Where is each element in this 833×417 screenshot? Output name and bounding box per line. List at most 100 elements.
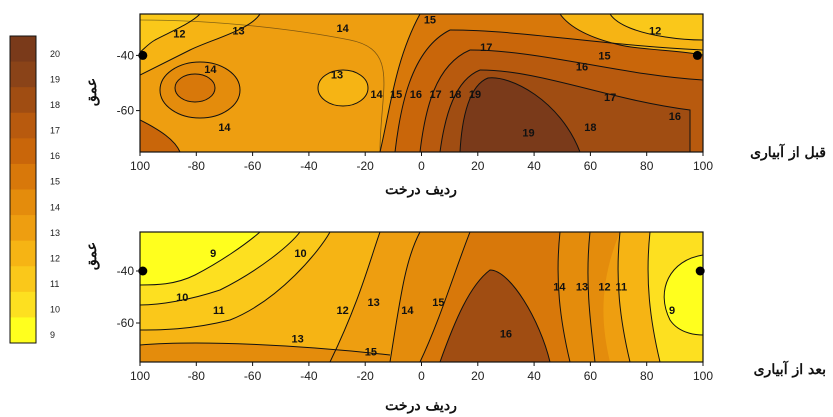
contour-label: 12: [598, 282, 610, 294]
fill-level-9-zone: [140, 232, 260, 285]
y-tick-label: -40: [117, 264, 135, 278]
colorbar-tick-label: 18: [50, 100, 60, 110]
contour-label: 11: [616, 282, 628, 294]
contour-label: 13: [331, 70, 343, 82]
contour-label: 9: [210, 248, 216, 260]
contour-line: [317, 69, 369, 107]
contour-line: [389, 232, 421, 362]
contour-label: 16: [410, 89, 422, 101]
colorbar-tick-label: 14: [50, 202, 60, 212]
contour-label: 16: [669, 111, 681, 123]
x-tick-label: -60: [244, 159, 262, 173]
contour-label: 17: [480, 42, 492, 54]
colorbar-tick-label: 10: [50, 305, 60, 315]
contour-line: [663, 254, 703, 336]
contour-label: 16: [500, 328, 512, 340]
y-tick-label: -40: [117, 48, 135, 62]
contour-label: 15: [598, 50, 610, 62]
x-tick-label: 60: [584, 369, 598, 383]
colorbar-tick-label: 20: [50, 49, 60, 59]
contour-line: [140, 232, 331, 331]
y-tick-label: -60: [117, 316, 135, 330]
contour-label: 14: [218, 122, 231, 134]
side-label-top: قبل از آبیاری: [750, 143, 826, 161]
contour-line: [140, 232, 301, 306]
contour-line: [479, 69, 691, 152]
x-tick-label: 20: [471, 159, 485, 173]
contour-line: [419, 232, 471, 362]
contour-line: [439, 69, 481, 152]
fill-level-15-left: [175, 74, 215, 102]
contour-line: [647, 232, 661, 362]
colorbar-swatch: [10, 36, 36, 63]
x-tick-label: -80: [188, 159, 206, 173]
fill-level-9-right: [664, 255, 703, 335]
contour-label: 12: [173, 28, 185, 40]
sample-point-marker: [138, 50, 148, 60]
contour-line: [587, 232, 596, 362]
contour-line: [394, 29, 451, 152]
colorbar-swatch: [10, 87, 36, 114]
contour-line: [449, 29, 703, 51]
colorbar-swatch: [10, 291, 36, 318]
contour-line: [557, 232, 571, 362]
x-tick-label: -20: [357, 159, 375, 173]
fill-level-12-center: [318, 70, 368, 106]
contour-label: 14: [553, 282, 566, 294]
fill-level-16-bottom-left: [140, 120, 180, 152]
contour-label: 13: [368, 297, 380, 309]
colorbar-tick-label: 9: [50, 330, 55, 340]
contour-line: [419, 49, 471, 152]
colorbar-tick-label: 17: [50, 126, 60, 136]
contour-label: 14: [337, 23, 350, 35]
x-tick-label: 80: [640, 369, 654, 383]
contour-label: 13: [232, 26, 244, 38]
fill-level-14-bottom: [140, 343, 390, 362]
colorbar-frame: [9, 35, 37, 344]
contour-line: [329, 232, 381, 362]
colorbar-swatch: [10, 215, 36, 242]
x-axis-title-bottom: ردیف درخت: [385, 398, 457, 414]
contour-label: 17: [429, 89, 441, 101]
fill-level-11-left: [140, 14, 200, 52]
contour-label: 9: [669, 305, 675, 317]
x-tick-label: 100: [130, 369, 150, 383]
contour-label: 12: [649, 26, 661, 38]
sample-point-marker: [692, 50, 702, 60]
contour-label: 17: [604, 92, 616, 104]
contour-line: [159, 61, 241, 119]
fill-level-11-right: [610, 14, 703, 40]
colorbar-tick-label: 13: [50, 228, 60, 238]
x-tick-label: 40: [527, 369, 541, 383]
contour-line: [469, 49, 703, 81]
x-axis-title-top: ردیف درخت: [385, 182, 457, 198]
contour-label: 19: [469, 89, 481, 101]
colorbar-swatch: [10, 138, 36, 165]
contour-line: [459, 77, 581, 152]
colorbar-swatch: [10, 240, 36, 267]
contour-label: 15: [432, 297, 444, 309]
y-axis-title-top: عمق: [84, 78, 100, 106]
x-tick-label: 100: [130, 159, 150, 173]
x-tick-label: 0: [418, 159, 425, 173]
contour-label: 14: [204, 64, 217, 76]
contour-label: 18: [449, 89, 461, 101]
x-tick-label: -20: [357, 369, 375, 383]
contour-line: [140, 19, 385, 152]
x-tick-label: 100: [693, 369, 713, 383]
side-label-bottom: بعد از آبیاری: [754, 360, 826, 378]
colorbar-swatch: [10, 266, 36, 293]
contour-line: [140, 119, 181, 152]
contour-label: 11: [213, 305, 225, 317]
contour-label: 15: [424, 15, 436, 27]
y-tick-label: -60: [117, 104, 135, 118]
colorbar: 20 19 18 17 16 15 14 13 12 11 10 9: [9, 35, 60, 344]
contour-label: 10: [176, 292, 188, 304]
contour-line: [609, 14, 703, 41]
contour-line: [140, 14, 201, 53]
contour-label: 13: [576, 282, 588, 294]
contour-label: 14: [370, 89, 383, 101]
colorbar-tick-label: 19: [50, 74, 60, 84]
x-tick-label: 60: [584, 159, 598, 173]
